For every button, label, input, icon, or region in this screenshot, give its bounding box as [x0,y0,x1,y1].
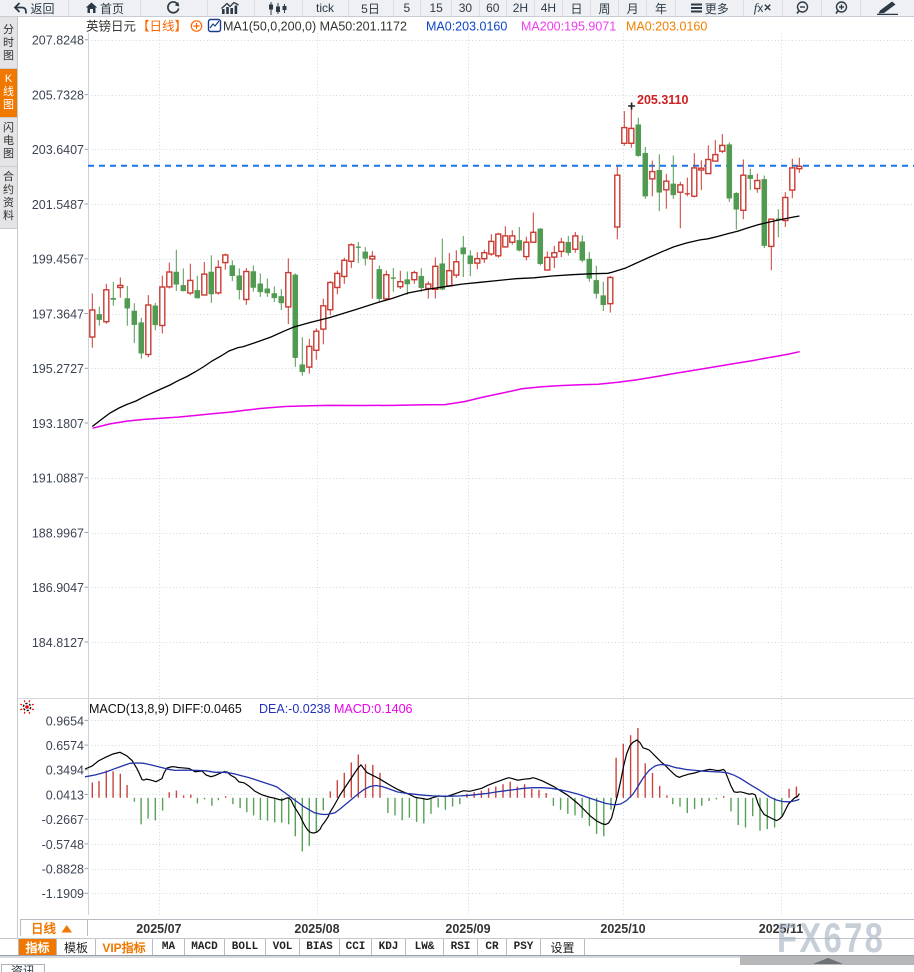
svg-text:MA0:203.0160: MA0:203.0160 [626,20,707,34]
svg-text:DEA:-0.0238: DEA:-0.0238 [259,702,331,716]
svg-text:MACD(13,8,9) DIFF:0.0465: MACD(13,8,9) DIFF:0.0465 [89,702,242,716]
svg-text:193.1807: 193.1807 [32,417,84,431]
svg-text:191.0887: 191.0887 [32,472,84,486]
svg-text:205.3110: 205.3110 [637,93,688,107]
svg-text:186.9047: 186.9047 [32,581,84,595]
svg-text:2025/09: 2025/09 [445,922,490,936]
svg-text:207.8248: 207.8248 [32,34,84,48]
svg-text:【日线】: 【日线】 [137,20,187,34]
svg-text:197.3647: 197.3647 [32,307,84,321]
svg-text:日线: 日线 [31,921,57,936]
svg-text:2025/10: 2025/10 [600,922,645,936]
svg-text:0.0413: 0.0413 [46,788,84,802]
svg-text:-1.1909: -1.1909 [42,887,84,901]
svg-text:MA1(50,0,200,0) MA50:201.1172: MA1(50,0,200,0) MA50:201.1172 [223,20,407,34]
svg-text:199.4567: 199.4567 [32,253,84,267]
svg-text:-0.8828: -0.8828 [42,863,84,877]
svg-text:-0.5748: -0.5748 [42,838,84,852]
svg-text:-0.2667: -0.2667 [42,813,84,827]
svg-text:188.9967: 188.9967 [32,526,84,540]
svg-text:203.6407: 203.6407 [32,143,84,157]
svg-text:MACD:0.1406: MACD:0.1406 [334,702,413,716]
svg-text:2025/08: 2025/08 [294,922,339,936]
svg-text:205.7328: 205.7328 [32,89,84,103]
svg-text:0.9654: 0.9654 [46,714,84,728]
svg-text:英镑日元: 英镑日元 [86,19,136,34]
svg-text:0.3494: 0.3494 [46,764,84,778]
svg-text:184.8127: 184.8127 [32,636,84,650]
svg-text:195.2727: 195.2727 [32,362,84,376]
svg-text:2025/07: 2025/07 [136,922,181,936]
svg-text:MA200:195.9071: MA200:195.9071 [521,20,616,34]
svg-text:0.6574: 0.6574 [46,739,84,753]
svg-text:MA0:203.0160: MA0:203.0160 [426,20,507,34]
svg-text:201.5487: 201.5487 [32,198,84,212]
svg-text:2025/11: 2025/11 [759,922,804,936]
